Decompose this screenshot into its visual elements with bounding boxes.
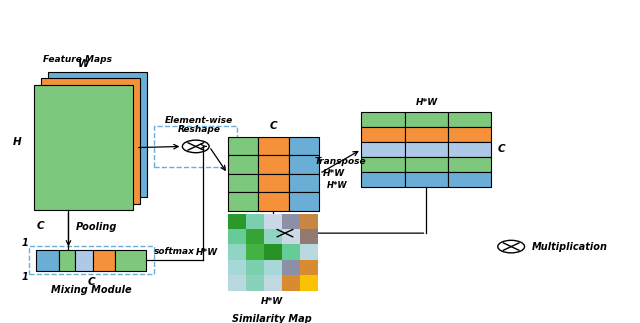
Bar bbox=[289, 137, 319, 155]
Bar bbox=[75, 250, 93, 271]
Text: C: C bbox=[37, 221, 45, 231]
Bar bbox=[289, 155, 319, 174]
Bar bbox=[362, 127, 404, 142]
Text: Transpose: Transpose bbox=[315, 157, 366, 166]
Text: Element-wise: Element-wise bbox=[165, 116, 233, 125]
Bar bbox=[404, 142, 448, 157]
Bar bbox=[29, 246, 154, 274]
Bar bbox=[362, 172, 404, 187]
Bar bbox=[258, 137, 289, 155]
Bar bbox=[41, 78, 140, 204]
Bar bbox=[34, 85, 132, 210]
Bar bbox=[448, 127, 492, 142]
Text: Multiplication: Multiplication bbox=[532, 242, 608, 252]
Bar bbox=[289, 192, 319, 211]
Text: C: C bbox=[498, 144, 506, 154]
Text: Mixing Module: Mixing Module bbox=[51, 285, 132, 295]
Bar bbox=[448, 112, 492, 127]
Bar bbox=[448, 157, 492, 172]
Text: H*W: H*W bbox=[196, 248, 218, 257]
Bar bbox=[258, 192, 289, 211]
Text: C: C bbox=[269, 121, 277, 131]
Bar bbox=[404, 127, 448, 142]
Bar bbox=[362, 112, 404, 127]
Bar bbox=[404, 112, 448, 127]
Bar bbox=[154, 126, 237, 167]
Bar bbox=[228, 192, 258, 211]
Bar bbox=[228, 137, 258, 155]
Bar bbox=[362, 142, 404, 157]
Text: H*W: H*W bbox=[261, 297, 284, 307]
Text: softmax: softmax bbox=[154, 247, 195, 256]
Text: H*W: H*W bbox=[327, 181, 348, 190]
Bar bbox=[60, 250, 75, 271]
Text: Feature Maps: Feature Maps bbox=[43, 55, 112, 64]
Text: Similarity Map: Similarity Map bbox=[232, 314, 312, 323]
Bar bbox=[289, 174, 319, 192]
Bar bbox=[448, 172, 492, 187]
Text: H: H bbox=[13, 137, 22, 147]
Bar bbox=[93, 250, 115, 271]
Bar bbox=[228, 155, 258, 174]
Text: Pooling: Pooling bbox=[76, 222, 118, 232]
Bar bbox=[404, 157, 448, 172]
Bar bbox=[404, 172, 448, 187]
Bar bbox=[48, 72, 147, 197]
Bar bbox=[228, 174, 258, 192]
Text: W: W bbox=[77, 59, 89, 69]
Text: H*W: H*W bbox=[415, 98, 438, 107]
Text: Reshape: Reshape bbox=[177, 125, 220, 134]
Text: H*W: H*W bbox=[323, 169, 345, 178]
Bar bbox=[448, 142, 492, 157]
Bar bbox=[258, 174, 289, 192]
Text: C: C bbox=[88, 277, 95, 287]
Bar bbox=[362, 157, 404, 172]
Text: 1: 1 bbox=[22, 238, 29, 248]
Bar bbox=[115, 250, 146, 271]
Bar bbox=[36, 250, 60, 271]
Text: 1: 1 bbox=[22, 272, 29, 282]
Bar bbox=[258, 155, 289, 174]
